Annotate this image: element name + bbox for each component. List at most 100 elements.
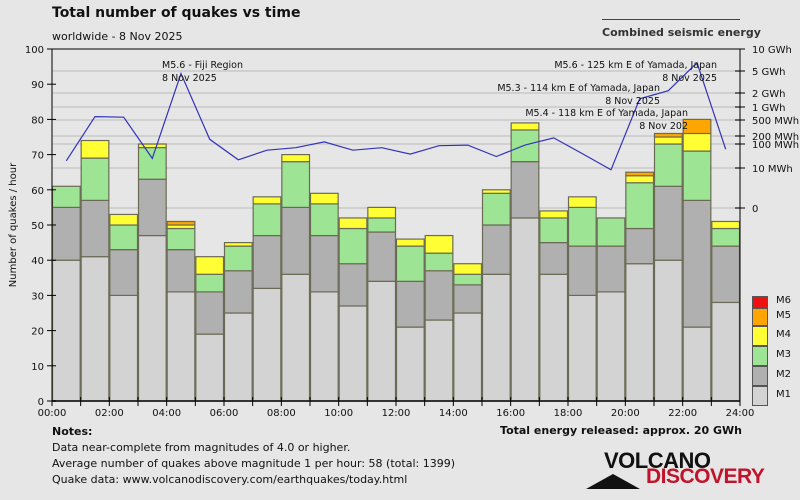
bar-segment-m4 bbox=[653, 136, 683, 145]
y-tick-label: 20 bbox=[31, 327, 44, 338]
bar-segment-m1 bbox=[625, 263, 655, 402]
bar-segment-m2 bbox=[281, 206, 311, 275]
logo-text-volcano: VOLCANO bbox=[604, 448, 711, 473]
bar-segment-m1 bbox=[195, 333, 225, 402]
bar-segment-m4 bbox=[223, 242, 253, 247]
note-line: Quake data: www.volcanodiscovery.com/ear… bbox=[52, 473, 408, 486]
energy-tick-label: 200 MWh bbox=[752, 132, 799, 143]
bar-segment-m1 bbox=[367, 280, 397, 402]
bar-segment-m1 bbox=[395, 326, 425, 402]
x-tick-label: 04:00 bbox=[152, 408, 181, 419]
bar-segment-m1 bbox=[653, 259, 683, 402]
bar-segment-m4 bbox=[252, 196, 282, 205]
bar-segment-m3 bbox=[51, 185, 81, 208]
bar-segment-m3 bbox=[711, 227, 741, 247]
bar-segment-m3 bbox=[625, 182, 655, 230]
x-tick-label: 24:00 bbox=[726, 408, 755, 419]
bar-segment-m2 bbox=[453, 284, 483, 314]
x-tick-label: 00:00 bbox=[38, 408, 67, 419]
bar-segment-m2 bbox=[51, 206, 81, 261]
energy-tick-label: 2 GWh bbox=[752, 89, 786, 100]
x-tick-label: 10:00 bbox=[324, 408, 353, 419]
legend-swatch-m2 bbox=[752, 366, 768, 386]
bar-segment-m4 bbox=[195, 256, 225, 275]
bar-segment-m2 bbox=[223, 270, 253, 314]
x-tick-label: 06:00 bbox=[210, 408, 239, 419]
bar-segment-m4 bbox=[481, 189, 511, 194]
bar-segment-m5 bbox=[625, 171, 655, 177]
bar-segment-m1 bbox=[596, 291, 626, 402]
bar-segment-m3 bbox=[367, 217, 397, 233]
chart-title: Total number of quakes vs time bbox=[52, 5, 301, 21]
energy-tick-label: 100 MWh bbox=[752, 140, 799, 151]
bar-segment-m3 bbox=[338, 227, 368, 265]
volcanodiscovery-logo[interactable]: VOLCANO DISCOVERY bbox=[586, 448, 765, 492]
energy-tick-label: 1 GWh bbox=[752, 103, 786, 114]
bar-segment-m2 bbox=[367, 231, 397, 282]
event-annotation-title: M5.3 - 114 km E of Yamada, Japan bbox=[497, 83, 660, 94]
event-annotation-title: M5.4 - 118 km E of Yamada, Japan bbox=[525, 108, 688, 119]
bar-segment-m4 bbox=[367, 206, 397, 219]
bar-segment-m2 bbox=[625, 227, 655, 265]
y-tick-label: 40 bbox=[31, 256, 44, 267]
y-tick-label: 30 bbox=[31, 291, 44, 302]
y-tick-label: 50 bbox=[31, 221, 44, 232]
bar-segment-m4 bbox=[281, 154, 311, 163]
notes: Notes: Data near-complete from magnitude… bbox=[52, 424, 455, 488]
legend-swatch-m1 bbox=[752, 386, 768, 406]
x-tick-label: 12:00 bbox=[382, 408, 411, 419]
energy-legend-label: Combined seismic energy bbox=[602, 26, 761, 39]
x-tick-label: 14:00 bbox=[439, 408, 468, 419]
x-tick-label: 22:00 bbox=[668, 408, 697, 419]
bar-segment-m1 bbox=[338, 305, 368, 402]
y-axis-label: Number of quakes / hour bbox=[8, 162, 19, 287]
bar-segment-m2 bbox=[338, 263, 368, 307]
bar-segment-m2 bbox=[166, 249, 196, 293]
bar-segment-m2 bbox=[395, 280, 425, 328]
note-line: Data near-complete from magnitudes of 4.… bbox=[52, 441, 351, 454]
energy-tick-label: 10 GWh bbox=[752, 45, 792, 56]
bar-segment-m4 bbox=[395, 238, 425, 247]
legend-swatch-m6 bbox=[752, 296, 768, 308]
logo-text-discovery: DISCOVERY bbox=[646, 465, 765, 488]
bar-segment-m1 bbox=[252, 287, 282, 402]
legend-label-m4: M4 bbox=[776, 329, 791, 340]
note-line: Average number of quakes above magnitude… bbox=[52, 457, 455, 470]
bar-segment-m4 bbox=[711, 220, 741, 230]
bar-segment-m1 bbox=[567, 294, 597, 402]
y-tick-label: 70 bbox=[31, 151, 44, 162]
bar-segment-m2 bbox=[424, 270, 454, 321]
bar-segment-m3 bbox=[453, 273, 483, 286]
bar-segment-m1 bbox=[80, 256, 110, 402]
bar-segment-m4 bbox=[338, 217, 368, 230]
bar-segment-m1 bbox=[223, 312, 253, 402]
total-energy: Total energy released: approx. 20 GWh bbox=[500, 424, 742, 437]
bar-segment-m4 bbox=[453, 263, 483, 275]
bar-segment-m2 bbox=[137, 178, 167, 237]
bar-segment-m1 bbox=[309, 291, 339, 402]
energy-tick-label: 5 GWh bbox=[752, 67, 786, 78]
bar-segment-m3 bbox=[281, 161, 311, 208]
bar-segment-m4 bbox=[424, 234, 454, 254]
bar-segment-m4 bbox=[567, 196, 597, 208]
bar-segment-m2 bbox=[510, 161, 540, 219]
y-tick-label: 100 bbox=[25, 45, 44, 56]
bar-segment-m2 bbox=[195, 291, 225, 335]
bar-segment-m4 bbox=[109, 213, 139, 226]
bar-segment-m5 bbox=[653, 132, 683, 138]
legend-swatch-m4 bbox=[752, 326, 768, 346]
legend-swatch-m3 bbox=[752, 346, 768, 366]
bar-segment-m1 bbox=[51, 259, 81, 402]
bar-segment-m1 bbox=[453, 312, 483, 402]
bar-segment-m3 bbox=[252, 203, 282, 237]
bar-segment-m4 bbox=[682, 132, 712, 152]
bar-segment-m1 bbox=[109, 294, 139, 402]
chart-subtitle: worldwide - 8 Nov 2025 bbox=[52, 30, 183, 43]
bar-segment-m2 bbox=[711, 245, 741, 304]
y-tick-label: 60 bbox=[31, 186, 44, 197]
energy-tick-label: 10 MWh bbox=[752, 164, 793, 175]
bar-segment-m1 bbox=[481, 273, 511, 402]
y-tick-label: 80 bbox=[31, 115, 44, 126]
volcano-icon bbox=[586, 474, 640, 489]
energy-tick-label: 0 bbox=[752, 204, 758, 215]
